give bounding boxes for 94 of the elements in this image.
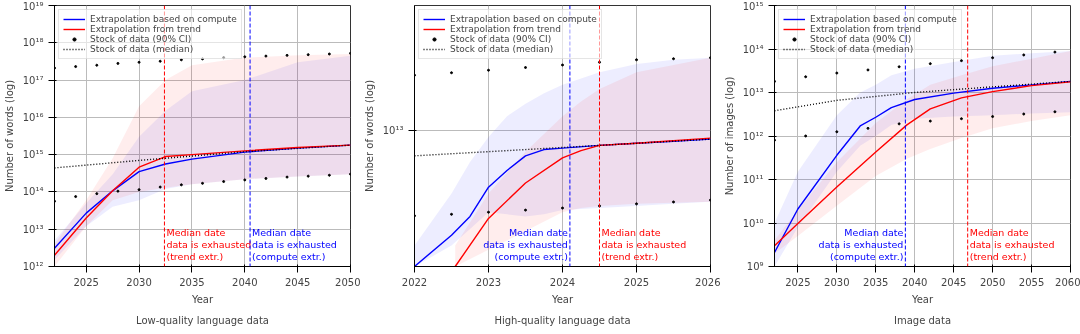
legend-label: Extrapolation from trend — [450, 24, 561, 34]
y-tick-label: 10¹⁵ — [742, 0, 764, 12]
legend-label: Stock of data (median) — [450, 44, 554, 54]
y-axis-title: Number of words (log) — [3, 79, 15, 193]
x-tick-label: 2035 — [863, 276, 889, 288]
point — [835, 71, 839, 75]
x-axis-title: Year — [910, 293, 934, 305]
x-tick-label: 2025 — [73, 276, 99, 288]
point — [327, 52, 331, 56]
point — [991, 56, 995, 60]
ref-line-label: Median date data is exhausted (trend extr.) — [601, 227, 687, 263]
y-tick-label: 10¹⁷ — [22, 74, 44, 86]
text: High-quality language data — [494, 314, 631, 326]
point — [158, 185, 162, 189]
legend-label: Stock of data (median) — [90, 44, 194, 54]
y-tick-label: 10¹² — [742, 130, 764, 142]
ref-line-label: Median date data is exhausted (compute extr.) — [483, 227, 569, 263]
point — [1053, 110, 1057, 114]
legend-label: Stock of data (90% CI) — [90, 34, 192, 44]
x-tick-label: 2023 — [475, 276, 502, 288]
line-series — [774, 80, 1071, 112]
y-tick-label: 10¹⁰ — [742, 217, 764, 229]
ref-line-label: Median date data is exhausted (compute extr.) — [818, 227, 904, 263]
x-axis-title: Year — [190, 293, 214, 305]
point — [137, 60, 141, 64]
point — [179, 183, 183, 187]
legend-label: Stock of data (median) — [810, 44, 914, 54]
point — [991, 115, 995, 119]
point — [1053, 50, 1057, 54]
legend-label: Extrapolation from trend — [90, 24, 201, 34]
ref-line-label: Median date data is exhausted (compute extr.) — [252, 227, 337, 263]
y-tick-label: 10¹⁶ — [22, 111, 44, 123]
y-tick-label: 10¹⁸ — [22, 37, 44, 49]
x-tick-label: 2040 — [901, 276, 928, 288]
point — [959, 59, 963, 63]
point — [959, 117, 963, 121]
point — [264, 54, 268, 58]
legend-label: Extrapolation based on compute — [450, 14, 597, 24]
x-tick-label: 2030 — [824, 276, 850, 288]
y-tick-label: 10¹⁴ — [22, 186, 44, 198]
text: Low-quality language data — [136, 314, 269, 326]
y-tick-label: 10¹⁵ — [22, 149, 44, 161]
ref-line-label: Median date data is exhausted (trend extr.) — [166, 227, 252, 263]
y-axis-title: Number of images (log) — [723, 76, 735, 196]
x-tick-label: 2060 — [1055, 276, 1080, 288]
ref-line-label: Median date data is exhausted (trend extr.) — [969, 227, 1055, 263]
y-axis-title: Number of words (log) — [363, 79, 375, 193]
x-tick-label: 2025 — [623, 276, 650, 288]
x-tick-label: 2050 — [335, 276, 361, 288]
x-tick-label: 2025 — [785, 276, 811, 288]
legend-label: Stock of data (90% CI) — [450, 34, 552, 44]
point — [561, 63, 564, 67]
x-tick-label: 2030 — [126, 276, 152, 288]
point — [306, 53, 310, 57]
point — [116, 61, 120, 65]
legend-label: Extrapolation based on compute — [90, 14, 237, 24]
y-tick-label: 10¹³ — [22, 223, 44, 235]
point — [635, 202, 638, 206]
point — [264, 176, 268, 180]
x-tick-label: 2055 — [1018, 276, 1045, 288]
legend-label: Stock of data (90% CI) — [810, 34, 912, 44]
point — [285, 53, 289, 57]
y-tick-label: 10¹² — [22, 261, 44, 272]
y-tick-label: 10¹⁴ — [742, 43, 764, 55]
point — [285, 175, 289, 179]
point — [804, 134, 808, 138]
x-tick-label: 2045 — [940, 276, 967, 288]
point — [450, 212, 453, 216]
text: 10¹³ — [382, 125, 404, 137]
y-tick-label: 10¹³ — [742, 87, 764, 98]
point — [306, 174, 310, 178]
x-tick-label: 2024 — [549, 276, 576, 288]
y-tick-label: 10¹⁹ — [22, 0, 44, 12]
y-tick-label: 10⁹ — [746, 261, 764, 272]
point — [897, 65, 901, 69]
x-tick-label: 2026 — [695, 276, 721, 288]
point — [116, 189, 120, 193]
point — [487, 210, 490, 214]
point — [672, 200, 675, 204]
y-tick-label: 10¹¹ — [742, 174, 764, 185]
point — [487, 68, 490, 72]
legend-label: Extrapolation based on compute — [810, 14, 957, 24]
x-tick-label: 2035 — [179, 276, 205, 288]
point — [866, 126, 870, 130]
legend-label: Extrapolation from trend — [810, 24, 921, 34]
point — [74, 195, 78, 199]
point — [928, 62, 932, 66]
text: Image data — [893, 314, 952, 326]
x-tick-label: 2040 — [232, 276, 258, 288]
x-tick-label: 2022 — [401, 276, 428, 288]
x-tick-label: 2050 — [979, 276, 1006, 288]
x-tick-label: 2045 — [284, 276, 311, 288]
point — [635, 58, 638, 62]
x-axis-title: Year — [550, 293, 574, 305]
